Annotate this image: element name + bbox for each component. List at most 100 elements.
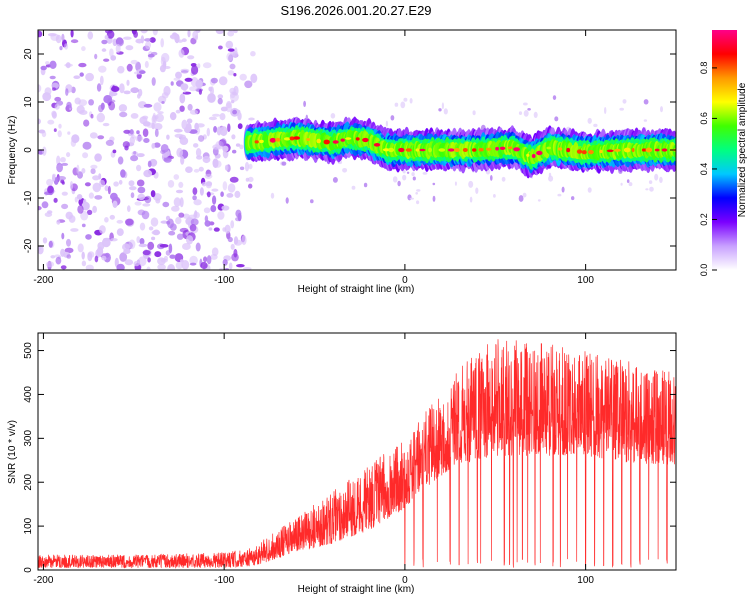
signal-peak	[513, 147, 520, 152]
noise-blob	[180, 156, 185, 165]
noise-blob	[230, 243, 235, 250]
stray-blob	[518, 111, 523, 115]
signal-peak	[581, 150, 587, 155]
noise-blob	[102, 122, 110, 127]
noise-blob	[200, 261, 208, 270]
noise-blob	[103, 95, 113, 104]
noise-blob	[232, 149, 237, 154]
stray-blob	[303, 100, 306, 107]
noise-blob	[180, 83, 189, 91]
noise-blob	[60, 157, 66, 163]
noise-blob	[122, 141, 130, 148]
stray-blob	[654, 173, 659, 181]
signal-peak	[373, 143, 381, 147]
stray-blob	[432, 182, 436, 186]
noise-blob	[212, 113, 221, 117]
noise-blob	[222, 181, 228, 191]
noise-blob	[146, 266, 151, 270]
colorbar-tick-label: 0.8	[699, 62, 709, 75]
noise-blob	[55, 256, 62, 265]
noise-blob	[227, 30, 235, 37]
noise-blob	[130, 192, 135, 199]
signal-peak	[472, 148, 477, 152]
noise-blob	[237, 111, 242, 121]
noise-blob	[202, 155, 211, 164]
noise-blob	[101, 48, 107, 52]
signal-peak	[507, 146, 513, 150]
noise-blob	[147, 241, 155, 250]
stray-blob	[561, 186, 565, 193]
noise-blob	[207, 93, 216, 103]
noise-blob	[51, 82, 59, 89]
snr-frame	[37, 332, 677, 571]
noise-blob	[229, 176, 239, 183]
noise-blob	[64, 63, 73, 67]
noise-blob	[153, 123, 163, 130]
noise-blob	[155, 198, 161, 204]
stray-blob	[469, 196, 473, 203]
noise-blob	[250, 73, 258, 84]
noise-blob	[232, 109, 238, 115]
noise-blob	[119, 252, 128, 262]
noise-blob	[201, 182, 207, 187]
stray-blob	[648, 180, 653, 185]
stray-blob	[587, 187, 592, 193]
noise-blob	[239, 144, 244, 150]
noise-blob	[128, 239, 136, 250]
stray-blob	[394, 102, 399, 107]
noise-blob	[81, 223, 86, 228]
noise-blob	[153, 142, 161, 148]
noise-blob	[170, 223, 177, 231]
noise-blob	[216, 126, 222, 136]
noise-blob	[107, 185, 111, 195]
spectrogram-y-tick-label: 10	[23, 96, 34, 108]
noise-blob	[123, 129, 131, 134]
stray-blob	[409, 98, 413, 104]
noise-blob	[136, 130, 140, 135]
noise-blob	[90, 113, 94, 119]
noise-blob	[204, 220, 211, 227]
signal-peak	[419, 148, 426, 152]
noise-blob	[130, 155, 139, 162]
noise-blob	[142, 250, 151, 256]
signal-peak	[438, 148, 446, 152]
signal-peak	[415, 148, 420, 152]
noise-blob	[192, 195, 197, 201]
noise-blob	[208, 227, 213, 231]
noise-blob	[38, 118, 41, 125]
snr-x-tick-label: -200	[33, 575, 53, 586]
noise-blob	[225, 40, 234, 49]
noise-blob	[45, 261, 55, 268]
noise-blob	[109, 214, 116, 220]
noise-blob	[222, 259, 228, 266]
stray-blob	[342, 168, 348, 173]
signal-peak	[362, 137, 369, 143]
signal-peak	[631, 148, 635, 152]
noise-blob	[180, 259, 184, 263]
noise-blob	[160, 144, 169, 153]
snr-y-tick-label: 500	[23, 342, 34, 359]
noise-blob	[211, 247, 219, 256]
noise-blob	[40, 65, 47, 71]
noise-blob	[42, 146, 47, 156]
noise-blob	[101, 255, 107, 261]
noise-blob	[193, 199, 202, 206]
noise-blob	[175, 261, 183, 270]
noise-blob	[70, 30, 74, 38]
snr-y-tick-label: 300	[23, 430, 34, 447]
noise-blob	[146, 122, 155, 128]
noise-blob	[210, 205, 217, 213]
noise-blob	[54, 103, 60, 110]
noise-blob	[239, 73, 247, 81]
noise-blob	[82, 141, 92, 150]
noise-blob	[206, 127, 210, 137]
noise-blob	[143, 138, 150, 143]
noise-blob	[129, 129, 134, 135]
noise-blob	[70, 39, 79, 44]
noise-blob	[151, 77, 156, 86]
noise-blob	[193, 211, 200, 219]
noise-blob	[117, 65, 125, 74]
noise-blob	[98, 179, 106, 188]
noise-blob	[167, 180, 175, 188]
